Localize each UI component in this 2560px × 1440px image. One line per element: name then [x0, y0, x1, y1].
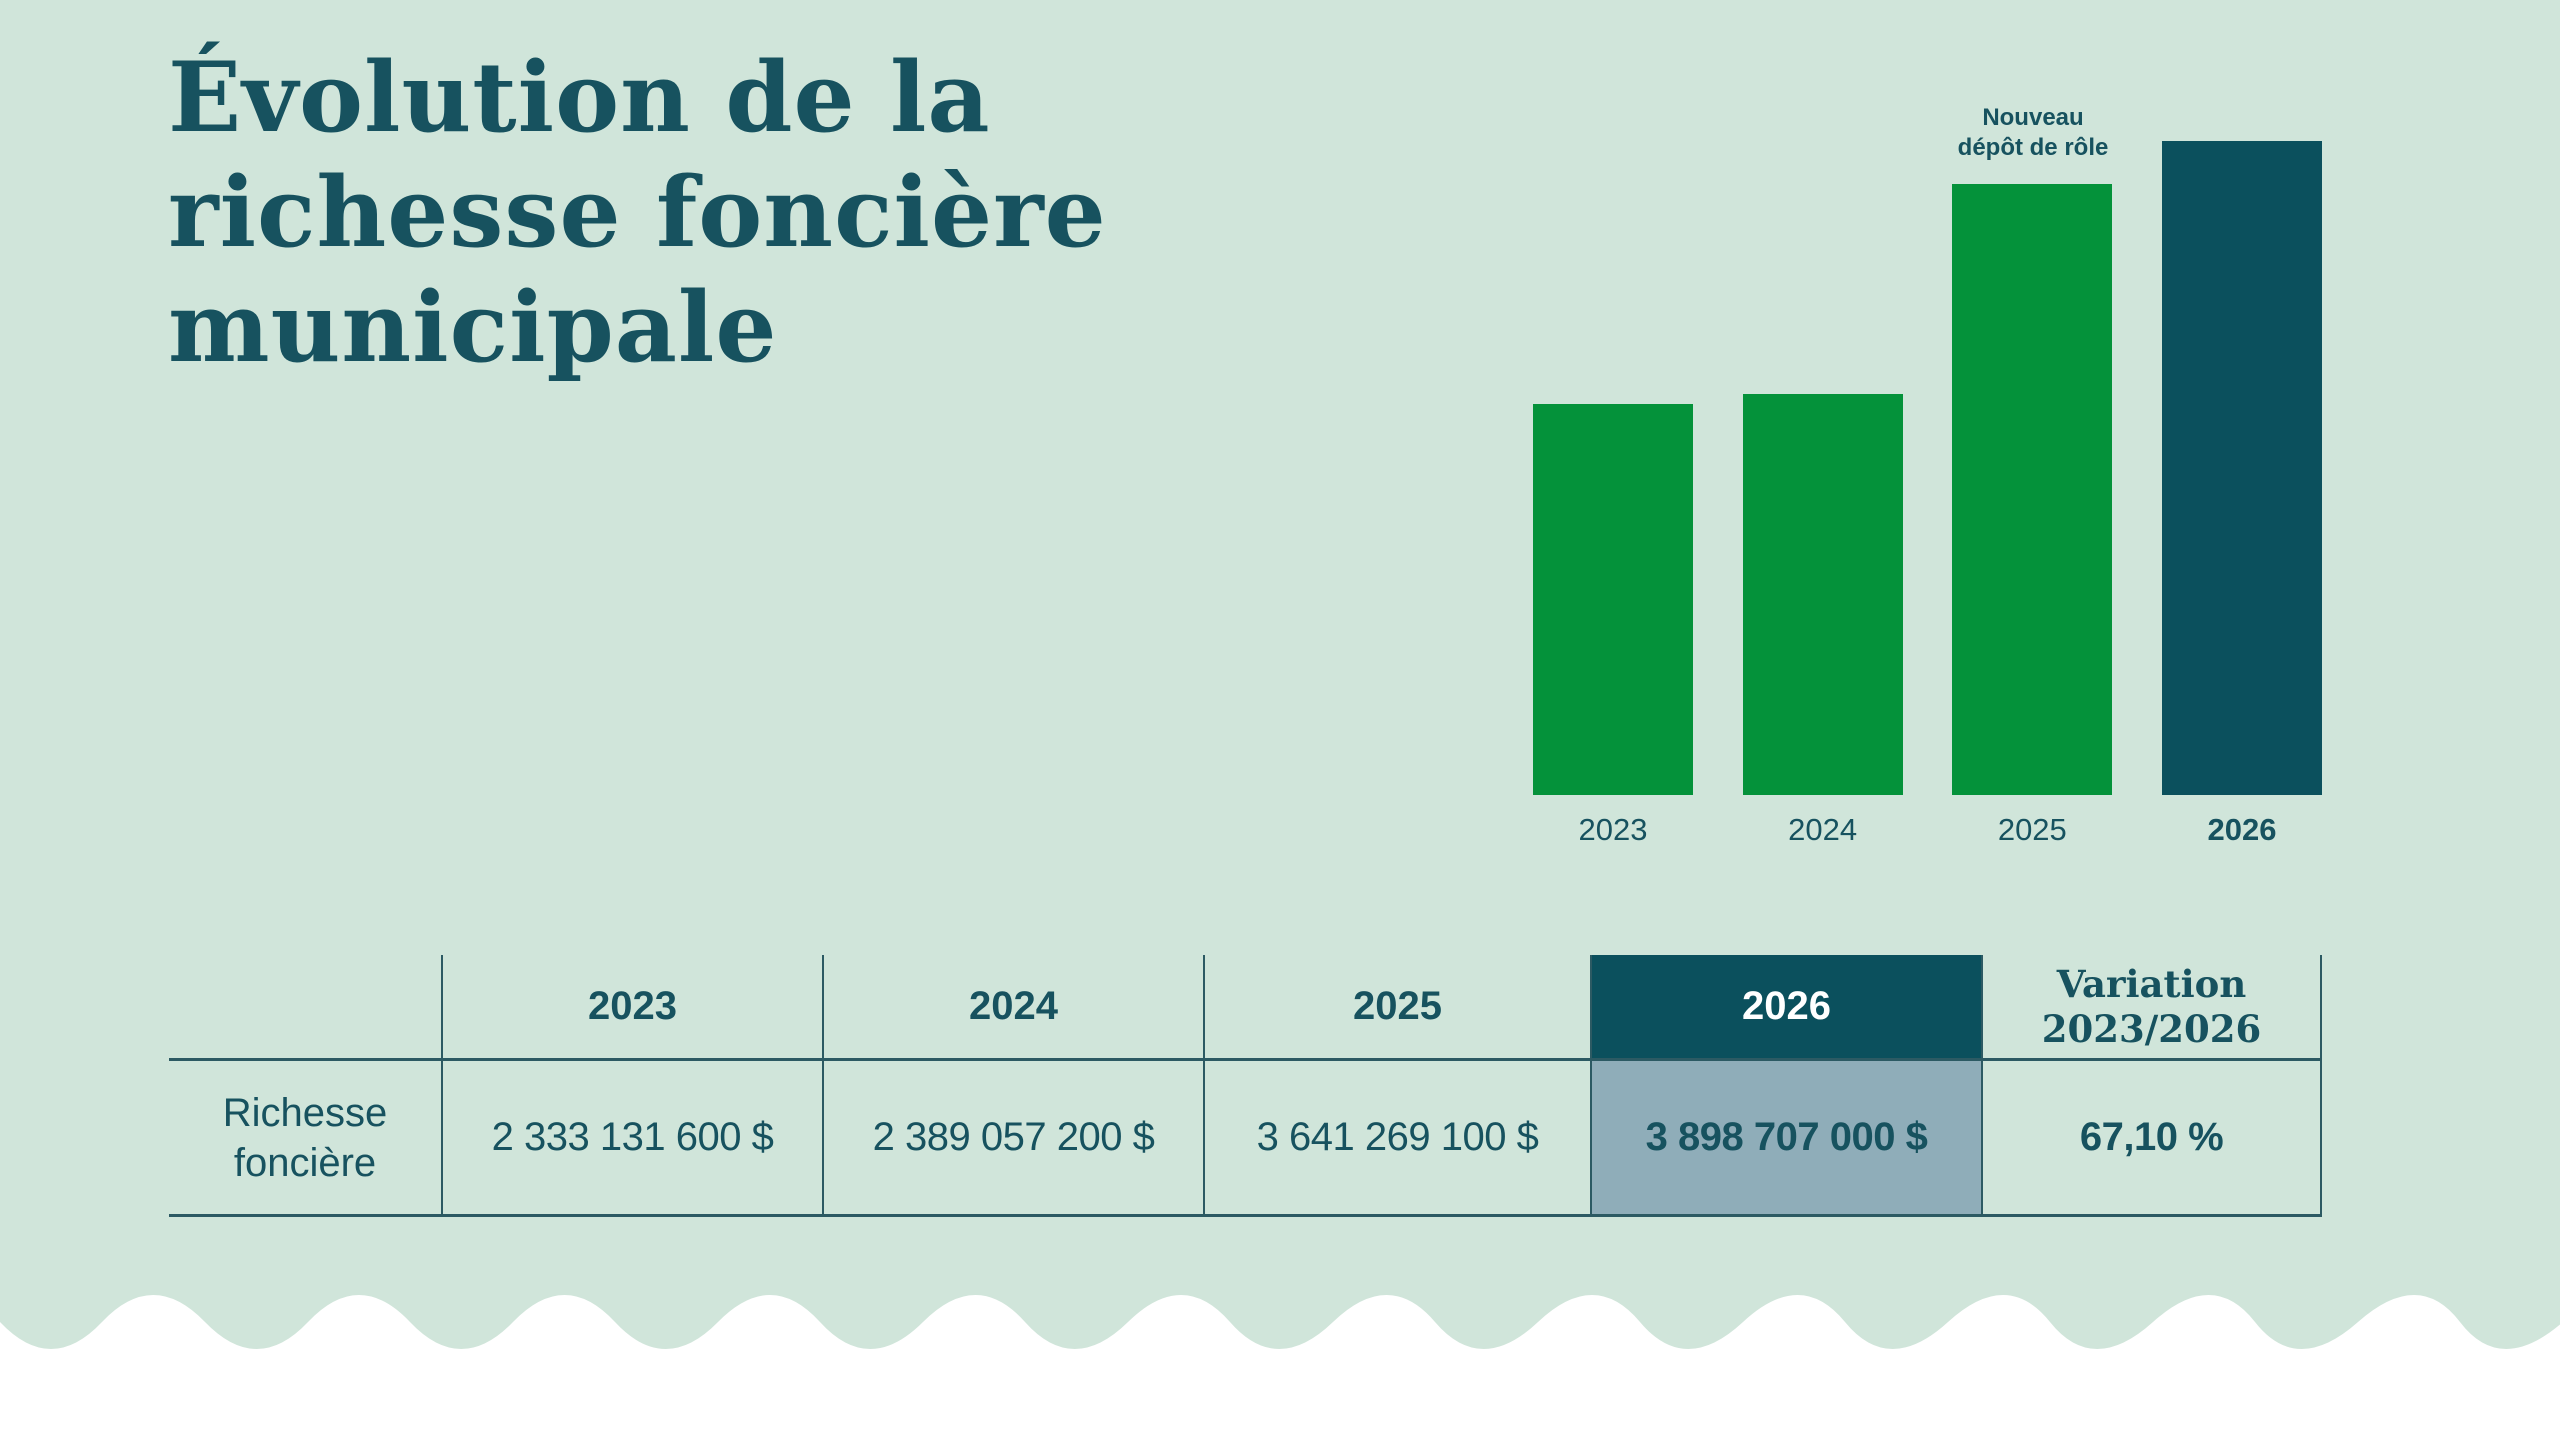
table-header-2024: 2024	[824, 955, 1205, 1061]
page-title-line-3: municipale	[168, 271, 778, 385]
table-value-2024: 2 389 057 200 $	[824, 1061, 1205, 1217]
bar-chart-x-axis-labels: 2023 2024 2025 2026	[1533, 812, 2322, 848]
table-header-2025: 2025	[1205, 955, 1592, 1061]
table-row-label: Richesse foncière	[169, 1061, 443, 1217]
bar-2023	[1533, 404, 1693, 795]
bar-label-2023: 2023	[1578, 812, 1648, 847]
table-header-2026: 2026	[1592, 955, 1983, 1061]
page-title-line-1: Évolution de la	[168, 41, 991, 154]
bar-chart	[1533, 141, 2322, 795]
page-title-line-2: richesse foncière	[168, 156, 1107, 270]
page-title: Évolution de la richesse foncière munici…	[168, 40, 1408, 386]
table-header-empty	[169, 955, 443, 1061]
data-table: 2023 2024 2025 2026 Variation 2023/2026 …	[169, 955, 2322, 1217]
bar-label-2024: 2024	[1788, 812, 1858, 847]
table-value-variation: 67,10 %	[1983, 1061, 2322, 1217]
chart-annotation-line-1: Nouveau	[1982, 104, 2084, 131]
table-value-2023: 2 333 131 600 $	[443, 1061, 824, 1217]
bar-2026	[2161, 141, 2322, 795]
table-header-2023: 2023	[443, 955, 824, 1061]
table-header-variation: Variation 2023/2026	[1983, 955, 2322, 1061]
bar-2024	[1742, 394, 1903, 795]
bar-label-2026: 2026	[2207, 812, 2277, 847]
table-header-variation-line-2: 2023/2026	[2041, 1006, 2262, 1051]
bar-2025	[1952, 184, 2113, 795]
table-value-2025: 3 641 269 100 $	[1205, 1061, 1592, 1217]
chart-annotation-line-2: dépôt de rôle	[1957, 134, 2109, 161]
bar-label-2025: 2025	[1997, 812, 2067, 847]
table-header-variation-line-1: Variation	[2056, 962, 2247, 1007]
chart-annotation: Nouveau dépôt de rôle	[1878, 103, 2188, 163]
table-value-2026: 3 898 707 000 $	[1592, 1061, 1983, 1217]
